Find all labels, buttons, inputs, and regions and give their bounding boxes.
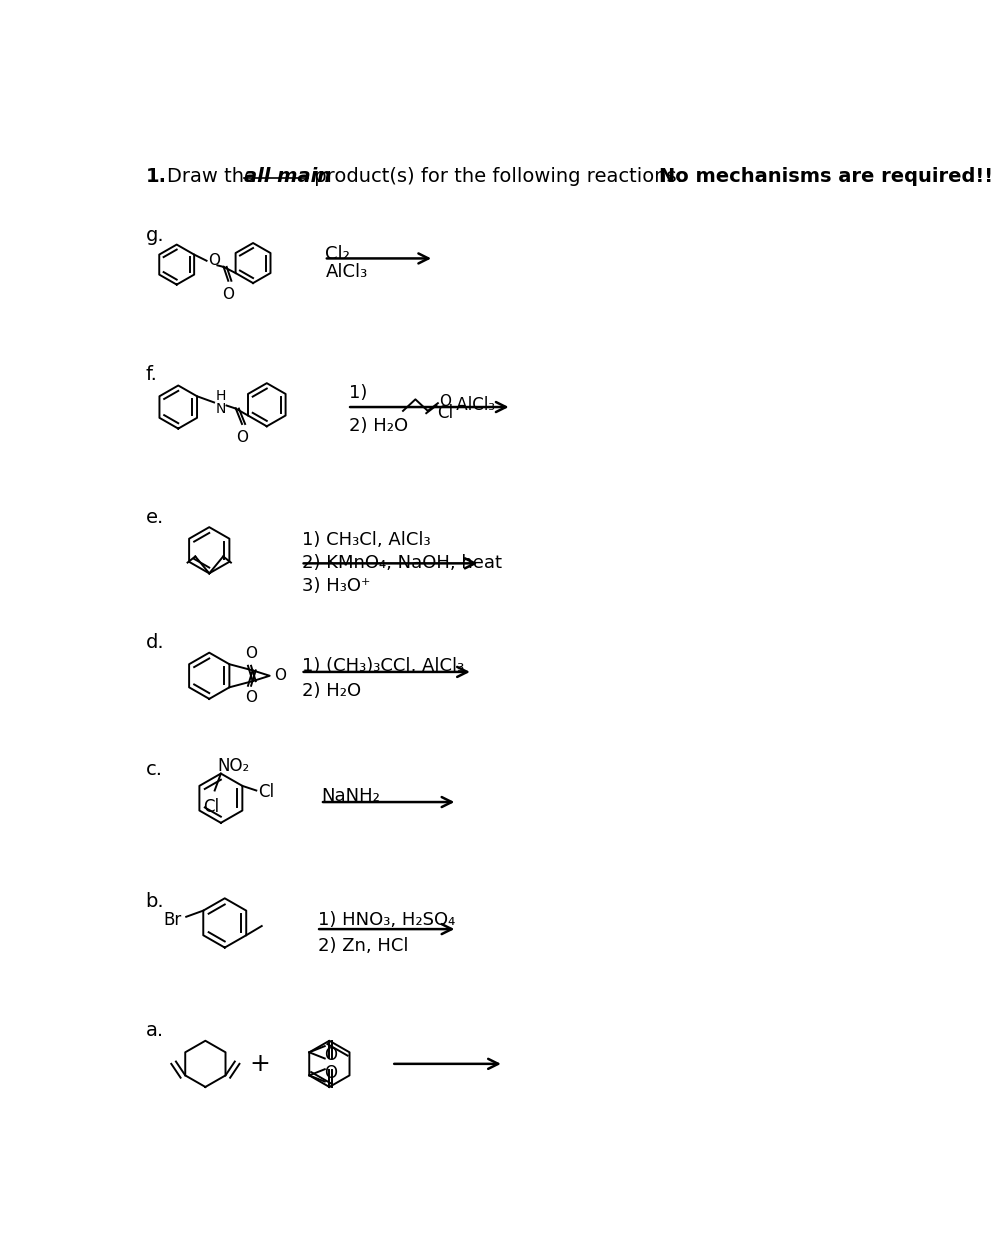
Text: b.: b. bbox=[146, 892, 165, 911]
Text: c.: c. bbox=[146, 760, 163, 779]
Text: e.: e. bbox=[146, 508, 164, 527]
Text: O: O bbox=[236, 430, 248, 445]
Text: Br: Br bbox=[164, 911, 182, 929]
Text: O: O bbox=[208, 253, 220, 268]
Text: 2) H₂O: 2) H₂O bbox=[303, 682, 361, 700]
Text: 3) H₃O⁺: 3) H₃O⁺ bbox=[303, 577, 371, 596]
Text: AlCl₃: AlCl₃ bbox=[325, 263, 368, 281]
Text: Cl: Cl bbox=[203, 798, 219, 816]
Text: g.: g. bbox=[146, 226, 165, 245]
Text: Draw the: Draw the bbox=[167, 167, 262, 185]
Text: Cl₂: Cl₂ bbox=[325, 245, 350, 263]
Text: AlCl₃: AlCl₃ bbox=[451, 397, 495, 414]
Text: O: O bbox=[245, 646, 257, 661]
Text: O: O bbox=[324, 1046, 337, 1064]
Text: a.: a. bbox=[146, 1021, 164, 1041]
Text: NaNH₂: NaNH₂ bbox=[321, 786, 381, 805]
Text: No mechanisms are required!!: No mechanisms are required!! bbox=[659, 167, 992, 185]
Text: Cl: Cl bbox=[437, 404, 453, 423]
Text: O: O bbox=[439, 394, 451, 409]
Text: O: O bbox=[245, 691, 257, 706]
Text: 1) HNO₃, H₂SO₄: 1) HNO₃, H₂SO₄ bbox=[317, 911, 455, 929]
Text: NO₂: NO₂ bbox=[217, 758, 249, 775]
Text: O: O bbox=[275, 669, 287, 684]
Text: d.: d. bbox=[146, 633, 165, 653]
Text: 2) Zn, HCl: 2) Zn, HCl bbox=[317, 937, 409, 954]
Text: f.: f. bbox=[146, 365, 158, 383]
Text: 2) H₂O: 2) H₂O bbox=[349, 417, 408, 435]
Text: H
N: H N bbox=[215, 389, 226, 415]
Text: all main: all main bbox=[244, 167, 331, 185]
Text: 1) (CH₃)₃CCl, AlCl₃: 1) (CH₃)₃CCl, AlCl₃ bbox=[303, 656, 464, 675]
Text: 1): 1) bbox=[349, 384, 367, 402]
Text: 2) KMnO₄, NaOH, heat: 2) KMnO₄, NaOH, heat bbox=[303, 554, 502, 572]
Text: 1.: 1. bbox=[146, 167, 167, 185]
Text: O: O bbox=[324, 1064, 337, 1082]
Text: O: O bbox=[222, 287, 234, 302]
Text: +: + bbox=[249, 1052, 270, 1075]
Text: product(s) for the following reactions.: product(s) for the following reactions. bbox=[309, 167, 689, 185]
Text: Cl: Cl bbox=[258, 784, 274, 801]
Text: 1) CH₃Cl, AlCl₃: 1) CH₃Cl, AlCl₃ bbox=[303, 531, 431, 549]
